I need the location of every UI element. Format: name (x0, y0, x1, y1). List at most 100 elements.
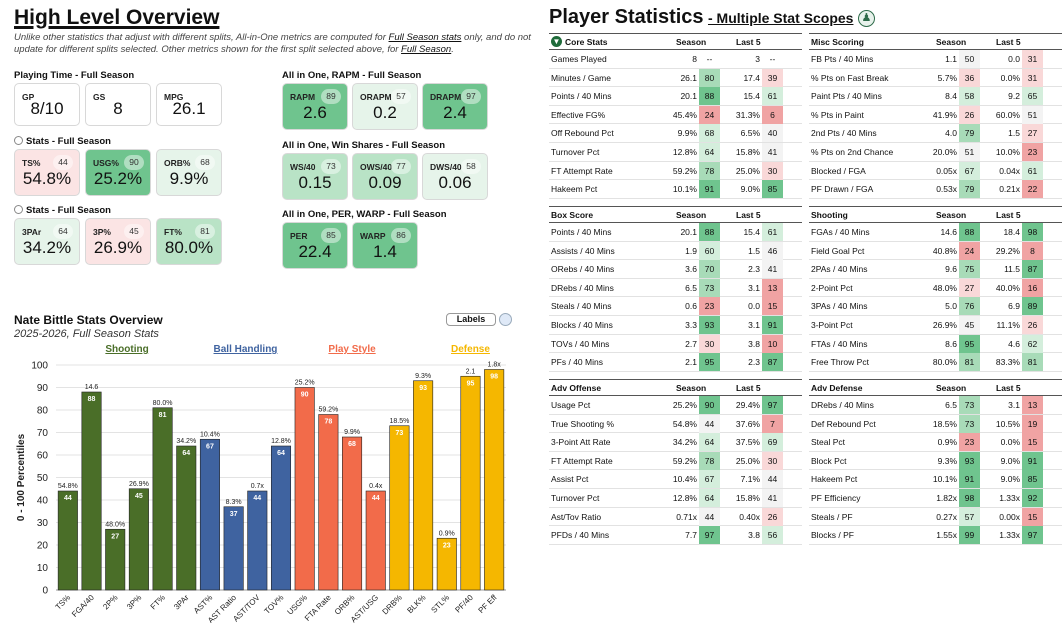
card-percentile: 97 (461, 89, 481, 104)
row-label: Blocks / PF (811, 530, 854, 541)
season-pct-cell: 76 (959, 297, 980, 316)
bar-raw-label: 18.5% (389, 418, 409, 425)
col-season[interactable]: Season (676, 383, 707, 393)
season-value: 12.8% (672, 492, 697, 503)
table-title: Adv Defense (811, 383, 863, 393)
card-percentile: 45 (124, 224, 144, 239)
last5-pct-cell: 30 (762, 161, 783, 180)
table-row: Steals / 40 Mins 0.6 23 0.0 15 (549, 297, 802, 316)
season-pct: 67 (964, 165, 975, 176)
season-value: 0.9% (937, 437, 957, 448)
col-last5[interactable]: Last 5 (996, 210, 1021, 220)
row-label: Usage Pct (551, 400, 591, 410)
bar-percentile-label: 64 (182, 450, 190, 457)
season-pct: 27 (964, 282, 975, 293)
season-value: 10.4% (672, 474, 697, 485)
season-pct-cell: 44 (699, 507, 720, 526)
col-season[interactable]: Season (676, 37, 707, 47)
table-header: Adv Defense Season Last 5 (809, 379, 1062, 396)
bar-ts- (57, 490, 78, 591)
card-percentile: 90 (124, 155, 144, 170)
card-percentile: 68 (195, 155, 215, 170)
last5-pct: 62 (1027, 338, 1038, 349)
last5-pct-cell: 85 (762, 180, 783, 199)
last5-value: 40.0% (995, 282, 1020, 293)
season-pct: 44 (704, 418, 715, 429)
stats1-radio[interactable] (14, 136, 23, 145)
y-tick-label: 20 (37, 541, 49, 552)
card-percentile: 77 (391, 159, 411, 174)
bar-raw-label: 34.2% (176, 438, 196, 445)
col-last5[interactable]: Last 5 (736, 383, 761, 393)
last5-value: 0.0% (1000, 72, 1020, 83)
col-last5[interactable]: Last 5 (996, 383, 1021, 393)
season-pct-cell: 51 (959, 142, 980, 161)
player-icon[interactable]: ♟ (857, 10, 875, 27)
card-value: 2.6 (303, 103, 327, 122)
last5-pct: 69 (767, 437, 778, 448)
y-tick-label: 30 (37, 518, 49, 529)
season-pct-cell: 97 (699, 526, 720, 545)
last5-value: 3.1 (1008, 400, 1020, 410)
row-label: Effective FG% (551, 109, 606, 120)
row-label: Hakeem Pct (811, 474, 858, 485)
card-label: MPG (164, 92, 184, 102)
season-pct-cell: 93 (959, 451, 980, 470)
card-percentile: 57 (391, 89, 411, 104)
stats2-radio[interactable] (14, 205, 23, 214)
full-season-link[interactable]: Full Season (401, 44, 452, 55)
season-value: 10.1% (932, 474, 957, 485)
row-label: Points / 40 Mins (551, 227, 612, 237)
last5-pct: 89 (1027, 301, 1038, 312)
card-label: DWS/40 (430, 162, 462, 172)
season-pct: 64 (704, 437, 715, 448)
season-pct-cell: 93 (699, 315, 720, 334)
x-tick-label: 3P% (125, 593, 143, 611)
col-season[interactable]: Season (936, 210, 967, 220)
last5-pct-cell: 23 (1022, 142, 1043, 161)
row-label: FT Attempt Rate (551, 165, 613, 176)
col-last5[interactable]: Last 5 (996, 37, 1021, 47)
row-label: Steals / PF (811, 511, 853, 522)
last5-pct: 8 (1030, 245, 1035, 256)
bar-percentile-label: 37 (230, 511, 238, 518)
season-pct: 68 (704, 128, 715, 139)
last5-pct: 6 (770, 109, 775, 120)
season-value: 1.55x (936, 530, 957, 541)
last5-value: 10.5% (995, 418, 1020, 429)
last5-value: 29.2% (995, 245, 1020, 256)
last5-pct-cell: 61 (762, 223, 783, 241)
season-value: 0.53x (936, 184, 957, 195)
season-value: 3.6 (685, 264, 697, 275)
last5-pct-cell: 61 (1022, 161, 1043, 180)
table-shooting: Shooting Season Last 5 FGAs / 40 Mins 14.6 88… (809, 206, 1062, 372)
info-icon[interactable]: ▼ (551, 36, 562, 47)
table-row: Steals / PF 0.27x 57 0.00x 15 (809, 507, 1062, 527)
season-pct: 73 (704, 282, 715, 293)
card-label: OWS/40 (360, 162, 393, 172)
per-title: All in One, PER, WARP - Full Season (282, 209, 447, 220)
season-pct-cell: 57 (959, 507, 980, 526)
full-season-stats-link[interactable]: Full Season stats (388, 32, 462, 43)
chart-subtitle: 2025-2026, Full Season Stats (14, 328, 159, 340)
season-pct-cell: 73 (699, 278, 720, 297)
season-value: 34.2% (672, 437, 697, 448)
bar-fga-40 (81, 391, 102, 591)
col-season[interactable]: Season (936, 37, 967, 47)
card-label: 3P% (93, 227, 111, 237)
last5-pct: 97 (1027, 530, 1038, 541)
col-season[interactable]: Season (936, 383, 967, 393)
card-percentile: 81 (195, 224, 215, 239)
season-value: 20.0% (932, 146, 957, 157)
last5-value: 1.5 (1008, 128, 1020, 139)
season-pct: -- (706, 54, 713, 64)
row-label: Assist Pct (551, 474, 589, 485)
col-season[interactable]: Season (676, 210, 707, 220)
last5-pct-cell: 7 (762, 414, 783, 433)
last5-pct: 61 (767, 91, 778, 102)
col-last5[interactable]: Last 5 (736, 210, 761, 220)
last5-pct-cell: 87 (762, 353, 783, 372)
labels-toggle[interactable]: Labels (446, 313, 496, 326)
labels-toggle-switch[interactable] (499, 313, 512, 326)
col-last5[interactable]: Last 5 (736, 37, 761, 47)
